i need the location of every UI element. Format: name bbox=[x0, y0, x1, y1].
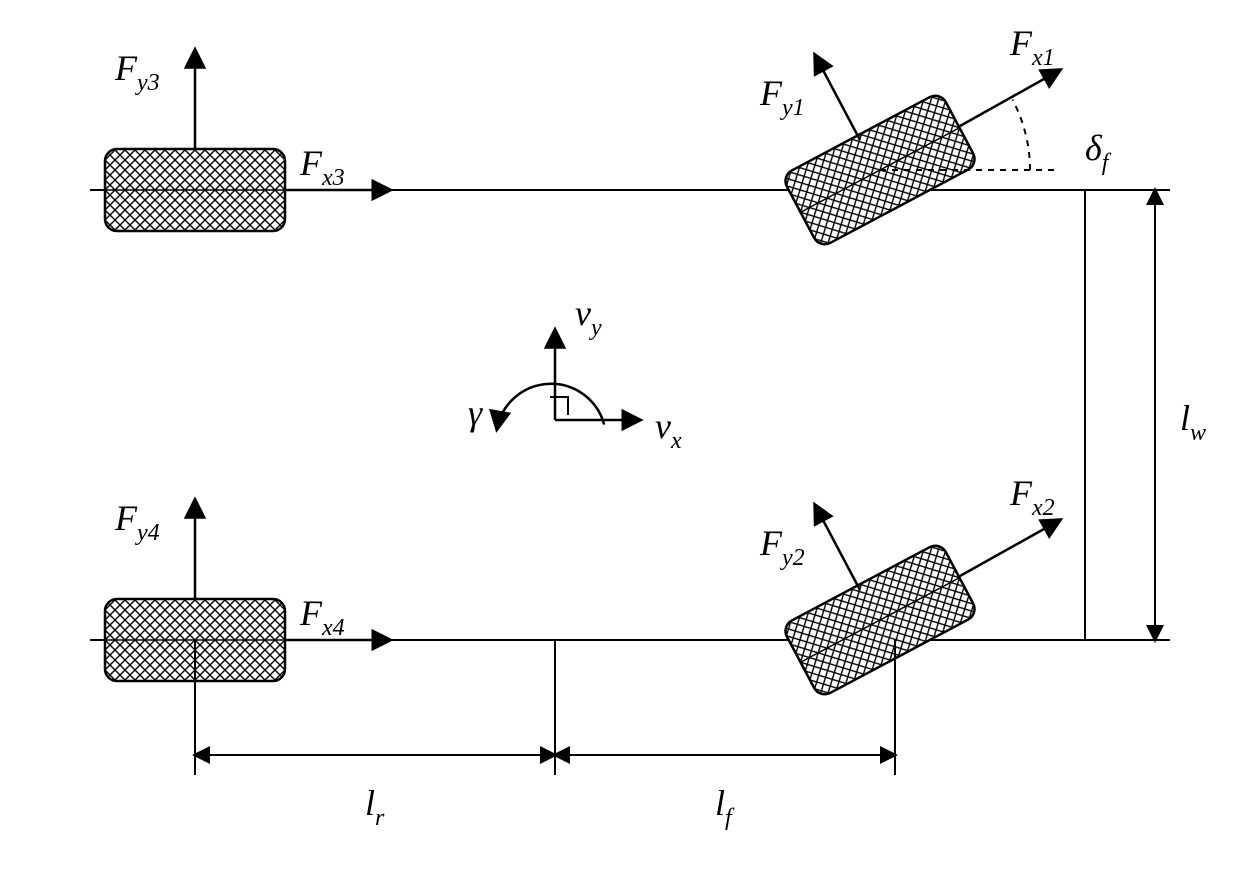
wheel-rear_top bbox=[105, 149, 285, 231]
fx1-arrow bbox=[960, 70, 1060, 126]
fy1-arrow bbox=[815, 55, 860, 140]
label-Fx2: Fx2 bbox=[1009, 473, 1055, 521]
label-Fx1: Fx1 bbox=[1009, 23, 1055, 71]
label-lr: lr bbox=[365, 783, 385, 831]
label-lf: lf bbox=[715, 783, 735, 831]
fx2-arrow bbox=[960, 520, 1060, 576]
label-Fx3: Fx3 bbox=[299, 143, 345, 191]
vehicle-dynamics-diagram: Fx1 Fy1 Fx2 Fy2 Fx3 Fy3 Fx4 Fy4 vx vy γ δf lr lf lw bbox=[0, 0, 1240, 870]
label-vx: vx bbox=[655, 406, 682, 454]
label-gamma: γ bbox=[468, 393, 483, 433]
label-vy: vy bbox=[575, 293, 602, 341]
label-delta_f: δf bbox=[1085, 128, 1112, 176]
wheel-front_bottom bbox=[781, 542, 978, 699]
label-Fy1: Fy1 bbox=[759, 73, 805, 121]
center-frame bbox=[497, 330, 640, 429]
dim-lw bbox=[1085, 190, 1170, 640]
label-Fy3: Fy3 bbox=[114, 48, 160, 96]
label-lw: lw bbox=[1180, 398, 1206, 446]
fy2-arrow bbox=[815, 505, 860, 590]
label-Fy4: Fy4 bbox=[114, 498, 160, 546]
label-Fx4: Fx4 bbox=[299, 593, 345, 641]
label-Fy2: Fy2 bbox=[759, 523, 805, 571]
dim-lr-lf bbox=[195, 640, 895, 775]
